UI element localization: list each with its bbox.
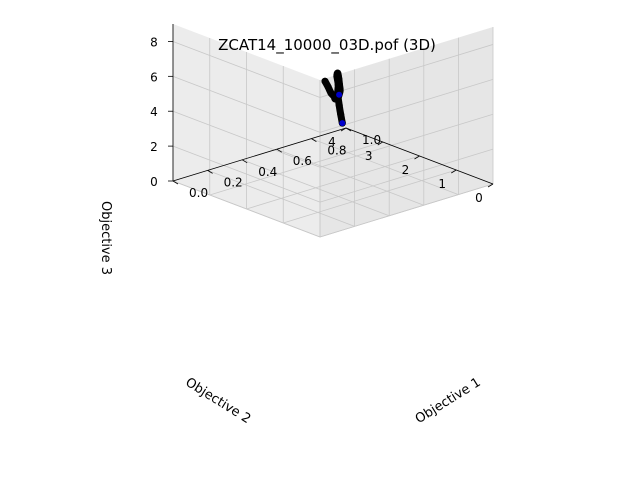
x-tick-label: 0.8 — [327, 144, 346, 158]
x-tick-mark — [311, 138, 317, 142]
y-tick-label: 2 — [402, 163, 410, 177]
grid-line-y-floor — [246, 155, 420, 210]
x-tick-label: 0.4 — [258, 165, 277, 179]
x-tick-mark — [172, 180, 179, 185]
z-axis-label: Objective 3 — [98, 201, 113, 275]
x-tick-mark — [345, 127, 352, 132]
x-tick-label: 0.0 — [189, 186, 208, 200]
data-series — [321, 69, 346, 127]
grid-line-z-left — [172, 180, 321, 238]
y-tick-label: 0 — [475, 191, 483, 205]
data-point — [324, 83, 332, 91]
z-tick-label: 6 — [150, 70, 158, 84]
highlight-point — [339, 120, 346, 127]
data-point — [321, 77, 329, 85]
x-tick-label: 0.2 — [224, 175, 243, 189]
tick-labels: 0.0 0.2 0.4 0.6 0.8 1.0 0 1 2 3 4 0 2 4 6 8 — [150, 35, 494, 205]
x-tick-label: 1.0 — [362, 133, 381, 147]
right-wall-pane — [320, 27, 493, 237]
x-axis-line — [172, 127, 347, 182]
axes-panes — [173, 24, 493, 237]
grid-line-z-left — [172, 145, 321, 203]
x-tick-mark — [241, 159, 248, 164]
y-axis-label: Objective 2 — [182, 375, 253, 427]
z-tick-label: 8 — [150, 35, 158, 49]
y-tick-mark — [377, 141, 383, 146]
y-tick-mark — [487, 183, 494, 188]
z-tick-label: 4 — [150, 105, 158, 119]
grid-line-z-left — [172, 75, 321, 133]
grid-line-z-right — [319, 113, 494, 168]
y-tick-label: 3 — [365, 149, 373, 163]
y-tick-label: 4 — [328, 135, 336, 149]
data-point — [335, 101, 343, 109]
grid-line-z-left — [172, 41, 321, 98]
y-tick-mark — [451, 169, 457, 174]
grid-line-z-right — [319, 44, 494, 98]
x-tick-mark — [276, 148, 283, 153]
highlight-point — [336, 91, 343, 98]
grid-line-z-right — [319, 148, 494, 203]
data-point — [334, 81, 342, 89]
y-tick-mark — [414, 155, 420, 160]
z-tick-label: 2 — [150, 140, 158, 154]
chart-title: ZCAT14_10000_03D.pof (3D) — [218, 36, 436, 55]
x-tick-label: 0.6 — [293, 154, 312, 168]
y-tick-mark — [340, 127, 347, 132]
grid-line-y-floor — [283, 169, 457, 224]
grid-line-y-floor — [209, 141, 383, 196]
x-axis-label: Objective 1 — [413, 375, 484, 427]
data-point — [333, 72, 341, 80]
grid-line-z-right — [319, 183, 494, 238]
z-tick-label: 0 — [150, 175, 158, 189]
data-point — [337, 110, 345, 118]
grid-line-z-left — [172, 110, 321, 168]
highlight-points — [336, 91, 346, 127]
grid-line-z-right — [319, 78, 494, 133]
y-tick-label: 1 — [438, 177, 446, 191]
x-tick-mark — [207, 170, 213, 174]
